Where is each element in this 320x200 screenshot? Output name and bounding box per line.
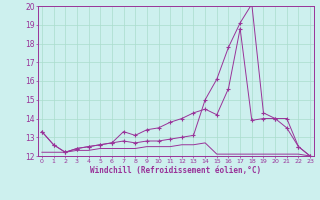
X-axis label: Windchill (Refroidissement éolien,°C): Windchill (Refroidissement éolien,°C): [91, 166, 261, 175]
